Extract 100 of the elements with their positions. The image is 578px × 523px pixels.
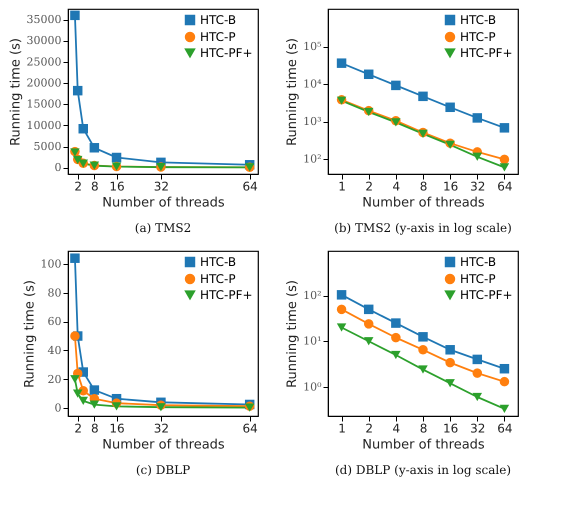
- x-tick-label: 2: [365, 422, 374, 436]
- x-tick-label: 16: [443, 180, 458, 194]
- legend-label: HTC-B: [200, 13, 236, 27]
- x-tick-label: 8: [91, 422, 99, 436]
- point: [70, 331, 80, 341]
- y-axis-title: Running time (s): [285, 38, 300, 146]
- x-tick-label: 1: [338, 180, 346, 194]
- x-tick-label: 32: [470, 422, 486, 436]
- x-tick-label: 8: [420, 422, 428, 436]
- point: [78, 124, 88, 134]
- x-axis-title: Number of threads: [362, 438, 485, 452]
- x-axis-title: Number of threads: [102, 438, 225, 452]
- point: [112, 402, 122, 410]
- x-tick-label: 8: [91, 180, 99, 194]
- point: [418, 345, 428, 355]
- x-tick-label: 2: [74, 180, 82, 194]
- x-tick-label: 64: [242, 180, 258, 194]
- point: [336, 58, 346, 68]
- x-tick-label: 32: [470, 180, 486, 194]
- legend-label: HTC-P: [200, 272, 236, 286]
- text: (d) DBLP (y-axis in log scale): [335, 463, 511, 477]
- y-tick-label: 100: [40, 257, 62, 270]
- text: (a) TMS2: [134, 221, 192, 235]
- x-tick-label: 64: [497, 422, 513, 436]
- x-tick-label: 32: [154, 180, 170, 194]
- point: [418, 332, 428, 342]
- y-axis-title: Running time (s): [22, 280, 38, 388]
- legend-label: HTC-PF+: [200, 288, 253, 302]
- point: [78, 396, 88, 405]
- point: [472, 392, 482, 402]
- legend-label: HTC-PF+: [460, 46, 513, 60]
- point: [472, 354, 482, 364]
- legend-label: HTC-P: [200, 30, 236, 44]
- point: [364, 70, 374, 80]
- y-tick-label: 0: [54, 161, 62, 174]
- x-tick-label: 16: [109, 422, 125, 436]
- point: [90, 385, 100, 395]
- point: [500, 404, 510, 413]
- point: [445, 379, 455, 388]
- point: [336, 323, 346, 332]
- x-tick-label: 8: [420, 180, 428, 194]
- point: [72, 86, 82, 96]
- x-tick-label: 64: [242, 422, 258, 436]
- y-tick-label: 35000: [26, 13, 62, 26]
- text: (c) DBLP: [136, 463, 190, 477]
- y-tick-label: 40: [48, 344, 62, 357]
- x-tick-label: 4: [392, 422, 400, 436]
- point: [445, 358, 455, 368]
- y-tick-label: 10³: [303, 115, 322, 128]
- point: [500, 123, 510, 133]
- y-tick-label: 20: [48, 372, 62, 386]
- x-tick-label: 64: [497, 180, 513, 194]
- x-tick-label: 32: [154, 422, 170, 436]
- legend-label: HTC-P: [460, 272, 496, 286]
- y-tick-label: 60: [48, 315, 62, 328]
- point: [336, 304, 346, 314]
- x-tick-label: 2: [365, 180, 374, 194]
- y-tick-label: 5000: [34, 140, 62, 153]
- point: [90, 400, 100, 409]
- x-tick-label: 1: [338, 422, 346, 436]
- point: [70, 375, 80, 384]
- point: [445, 345, 455, 355]
- point: [364, 337, 374, 346]
- x-axis-title: Number of threads: [102, 196, 225, 210]
- y-axis-title: Running time (s): [8, 38, 24, 146]
- point: [472, 152, 482, 161]
- point: [70, 253, 80, 263]
- y-tick-label: 15000: [26, 98, 62, 111]
- point: [391, 332, 401, 342]
- y-tick-label: 10⁵: [303, 40, 322, 54]
- point: [445, 140, 455, 149]
- point: [72, 390, 82, 398]
- point: [500, 154, 510, 164]
- point: [112, 152, 122, 162]
- legend-label: HTC-B: [460, 13, 496, 27]
- legend-label: HTC-PF+: [460, 288, 513, 302]
- point: [418, 92, 428, 102]
- y-tick-label: 25000: [26, 55, 62, 68]
- y-tick-label: 10000: [26, 118, 62, 132]
- point: [364, 304, 374, 314]
- text: (b) TMS2 (y-axis in log scale): [334, 221, 512, 235]
- point: [336, 290, 346, 300]
- x-tick-label: 16: [109, 180, 125, 194]
- legend-label: HTC-B: [460, 255, 496, 269]
- y-tick-label: 10²: [303, 289, 322, 302]
- point: [500, 364, 510, 374]
- legend-label: HTC-P: [460, 30, 496, 44]
- point: [445, 102, 455, 112]
- x-tick-label: 4: [392, 180, 400, 194]
- point: [391, 318, 401, 328]
- point: [391, 80, 401, 90]
- y-tick-label: 30000: [26, 34, 62, 48]
- point: [70, 10, 80, 20]
- point: [500, 376, 510, 386]
- point: [364, 319, 374, 329]
- x-tick-label: 16: [443, 422, 458, 436]
- y-tick-label: 10²: [303, 152, 322, 166]
- y-tick-label: 10⁰: [303, 380, 322, 394]
- point: [500, 163, 510, 172]
- legend-label: HTC-B: [200, 255, 236, 269]
